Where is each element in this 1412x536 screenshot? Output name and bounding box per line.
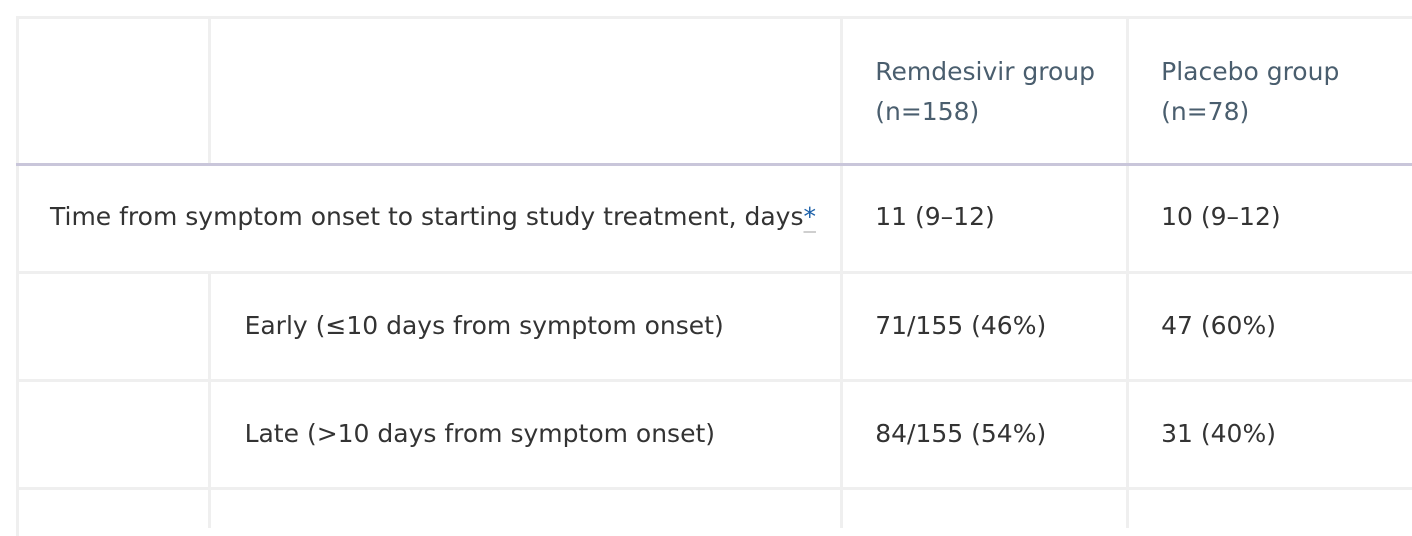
header-blank-cell-2 — [209, 19, 844, 166]
table-row-partial — [16, 486, 1412, 528]
cell-placebo-value: 47 (60%) — [1127, 270, 1412, 380]
partial-cell — [209, 486, 844, 528]
table-header-row: Remdesivir group (n=158) Placebo group (… — [16, 19, 1412, 166]
header-placebo-line1: Placebo group — [1161, 56, 1340, 86]
table-row: Early (≤10 days from symptom onset) 71/1… — [16, 270, 1412, 380]
header-remdesivir-line2: (n=158) — [875, 96, 980, 126]
row-label-late: Late (>10 days from symptom onset) — [209, 378, 844, 488]
header-remdesivir-group: Remdesivir group (n=158) — [841, 19, 1130, 166]
row-label-text: Time from symptom onset to starting stud… — [50, 202, 804, 231]
header-placebo-line2: (n=78) — [1161, 96, 1250, 126]
partial-cell — [841, 486, 1130, 528]
cell-placebo-value: 31 (40%) — [1127, 378, 1412, 488]
header-remdesivir-line1: Remdesivir group — [875, 56, 1096, 86]
row-label-time-from-onset: Time from symptom onset to starting stud… — [16, 162, 844, 272]
cell-remdesivir-value: 11 (9–12) — [841, 162, 1130, 272]
cell-remdesivir-value: 84/155 (54%) — [841, 378, 1130, 488]
table-row: Late (>10 days from symptom onset) 84/15… — [16, 378, 1412, 488]
partial-cell — [1127, 486, 1412, 528]
indent-blank-cell — [16, 270, 211, 380]
baseline-characteristics-table: Remdesivir group (n=158) Placebo group (… — [16, 19, 1412, 528]
footnote-link[interactable]: * — [803, 202, 816, 231]
header-blank-cell-1 — [16, 19, 211, 166]
table-row: Time from symptom onset to starting stud… — [16, 162, 1412, 272]
cell-placebo-value: 10 (9–12) — [1127, 162, 1412, 272]
cell-remdesivir-value: 71/155 (46%) — [841, 270, 1130, 380]
row-label-early: Early (≤10 days from symptom onset) — [209, 270, 844, 380]
partial-cell — [16, 486, 211, 528]
indent-blank-cell — [16, 378, 211, 488]
header-placebo-group: Placebo group (n=78) — [1127, 19, 1412, 166]
